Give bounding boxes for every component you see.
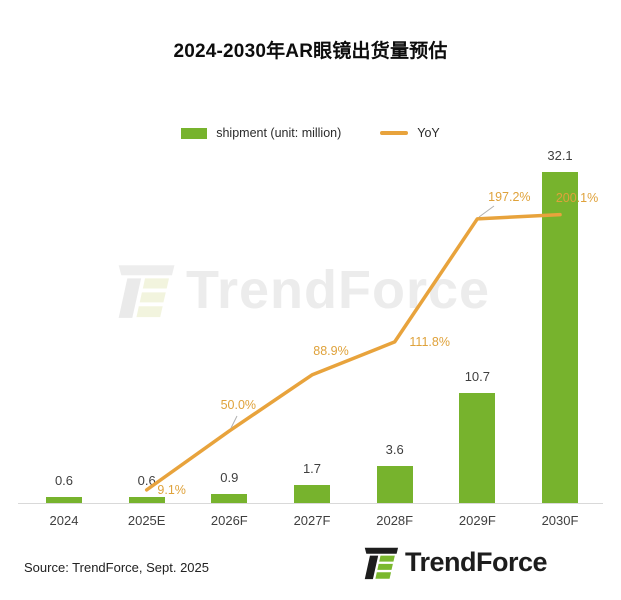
yoy-legend-label: YoY [417,126,440,140]
x-axis-label: 2028F [376,513,414,528]
chart-title: 2024-2030年AR眼镜出货量预估 [173,41,448,62]
shipment-legend-label: shipment (unit: million) [216,126,342,140]
x-axis-label: 2030F [541,513,579,528]
trendforce-logo: TrendForce [362,544,548,581]
bar-value-label: 3.6 [385,441,404,457]
chart-legend: shipment (unit: million) YoY [0,124,621,142]
yoy-point-label: 88.9% [313,343,349,358]
shipment-bar [459,392,496,503]
shipment-bar [128,496,165,503]
shipment-bar [211,493,248,503]
x-axis-label: 2025E [127,513,166,528]
bar-value-label: 32.1 [547,148,573,164]
yoy-point-label: 200.1% [555,190,599,205]
shipment-bar [376,465,413,503]
x-axis-line [18,503,603,504]
source-note: Source: TrendForce, Sept. 2025 [24,560,209,575]
bar-value-label: 10.7 [464,368,490,384]
shipment-bar [294,485,330,503]
trendforce-logo-text: TrendForce [405,547,548,577]
trendforce-logo-icon [364,547,399,580]
yoy-point-label: 9.1% [157,482,186,497]
x-axis-label: 2027F [293,513,331,528]
yoy-legend-line-icon [380,131,409,135]
x-axis-label: 2024 [49,513,79,528]
yoy-point-label: 111.8% [409,334,450,349]
shipment-legend-swatch-icon [181,127,208,139]
bar-value-label: 1.7 [302,461,322,477]
yoy-point-label: 197.2% [488,189,531,204]
bar-value-label: 0.6 [54,472,74,488]
label-leader-line [478,205,495,218]
shipment-bar [46,496,82,503]
x-axis-label: 2026F [210,513,248,528]
x-axis-label: 2029F [458,513,496,528]
shipment-bar [542,172,579,503]
yoy-point-label: 50.0% [220,397,257,412]
label-leader-line [230,415,238,429]
